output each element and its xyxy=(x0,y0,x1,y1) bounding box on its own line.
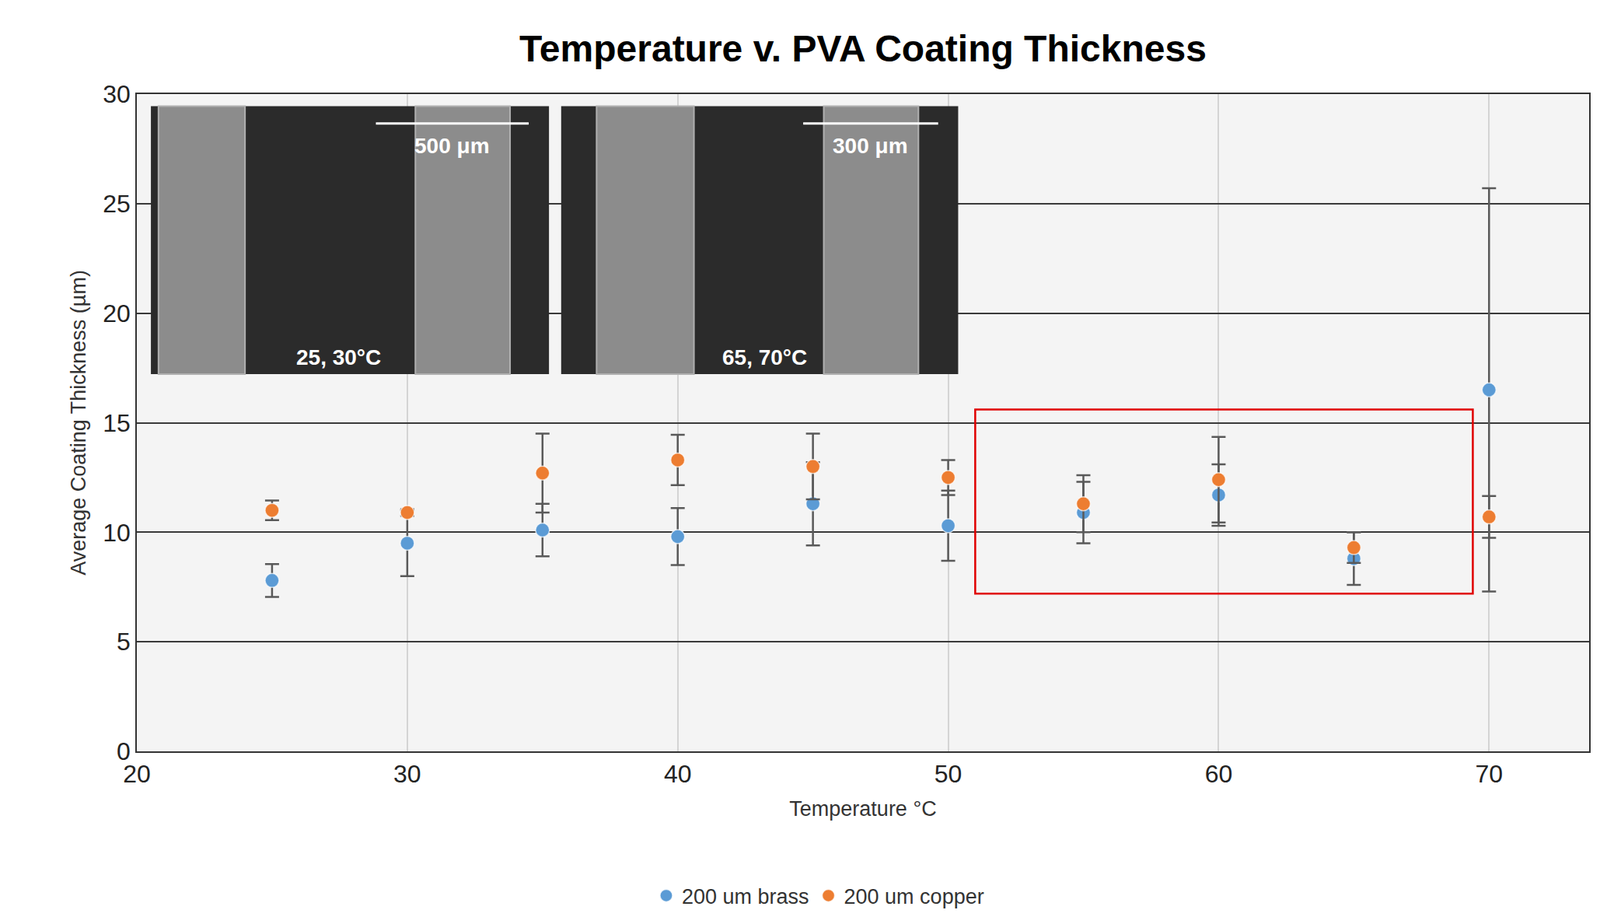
svg-text:200 um copper: 200 um copper xyxy=(844,884,985,909)
svg-text:25, 30°C: 25, 30°C xyxy=(296,345,381,370)
svg-text:0: 0 xyxy=(116,737,131,766)
svg-text:65, 70°C: 65, 70°C xyxy=(722,345,807,370)
svg-text:200 um brass: 200 um brass xyxy=(681,884,810,909)
svg-text:25: 25 xyxy=(102,189,131,218)
svg-text:500 μm: 500 μm xyxy=(414,133,490,158)
svg-text:Average Coating Thickness (µm): Average Coating Thickness (µm) xyxy=(66,269,91,576)
svg-text:40: 40 xyxy=(663,759,692,788)
svg-text:70: 70 xyxy=(1474,759,1503,788)
svg-text:60: 60 xyxy=(1205,759,1234,788)
svg-text:50: 50 xyxy=(934,759,963,788)
svg-text:Temperature v. PVA Coating Thi: Temperature v. PVA Coating Thickness xyxy=(519,27,1207,70)
svg-text:300 μm: 300 μm xyxy=(832,133,909,158)
svg-text:30: 30 xyxy=(393,759,422,788)
svg-text:Temperature °C: Temperature °C xyxy=(789,796,937,821)
svg-text:5: 5 xyxy=(116,627,131,656)
svg-text:10: 10 xyxy=(102,518,131,547)
svg-text:30: 30 xyxy=(102,80,131,109)
svg-text:20: 20 xyxy=(102,299,131,328)
svg-text:20: 20 xyxy=(122,759,151,788)
svg-text:15: 15 xyxy=(102,408,131,437)
